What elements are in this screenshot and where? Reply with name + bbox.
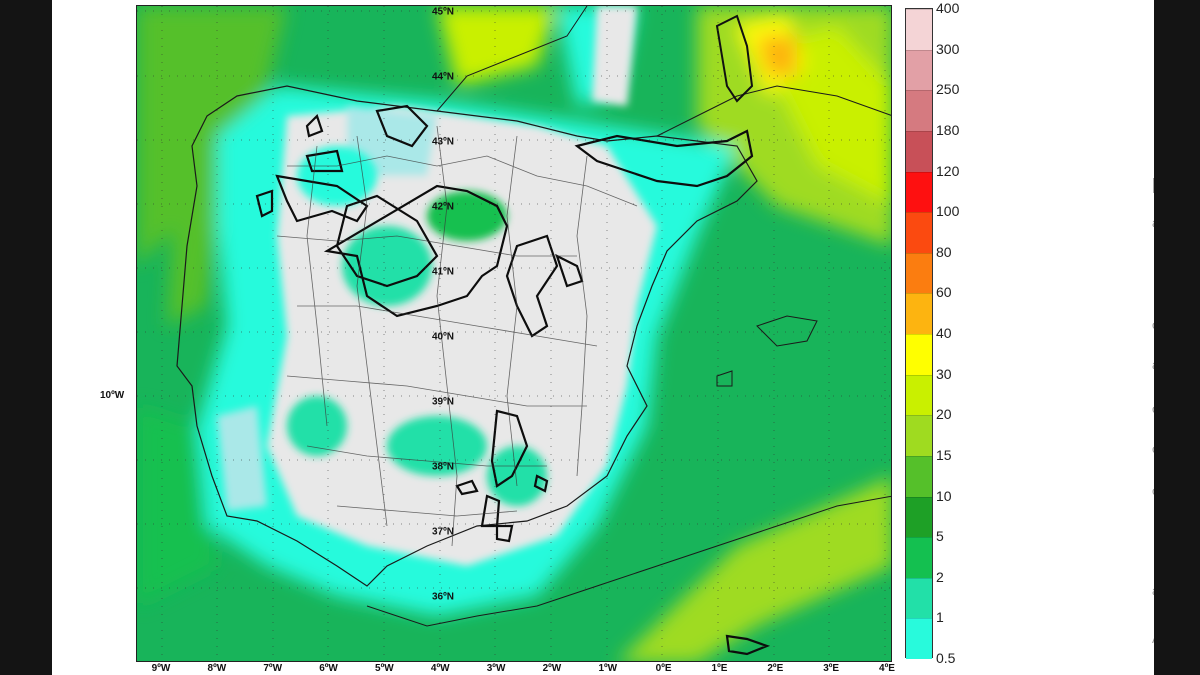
lon-label: 2ºE: [767, 663, 784, 674]
colorbar-swatch: [906, 252, 932, 294]
precipitation-map: [136, 5, 892, 662]
colorbar-swatch: [906, 618, 932, 659]
lat-label: 39ºN: [432, 396, 454, 408]
colorbar-tick-label: 1: [936, 609, 944, 626]
colorbar-tick-label: 2: [936, 568, 944, 585]
colorbar-swatch: [906, 212, 932, 253]
lon-label: 4ºE: [879, 663, 895, 674]
colorbar-tick-label: 100: [936, 203, 960, 220]
lon-label: 9ºW: [151, 663, 171, 674]
background-text-fragment: aña: [1152, 216, 1154, 230]
background-text-fragment: pasa: [1152, 172, 1154, 195]
map-canvas: [137, 6, 891, 661]
colorbar-swatch: [906, 577, 932, 619]
colorbar-tick-label: 120: [936, 162, 960, 179]
lat-label: 41ºN: [432, 266, 454, 278]
background-text-fragment: Ac: [1152, 632, 1154, 646]
lon-label: 4ºW: [430, 663, 450, 674]
colorbar-swatch: [906, 130, 932, 172]
background-text-fragment: aña: [1152, 358, 1154, 372]
colorbar-tick-label: 20: [936, 406, 952, 423]
colorbar-swatch: [906, 334, 932, 375]
colorbar-tick-label: 30: [936, 365, 952, 382]
lat-label: 44ºN: [432, 71, 454, 83]
graticule: [137, 6, 891, 661]
africa-coast: [366, 495, 891, 627]
colorbar-tick-label: 250: [936, 81, 960, 98]
colorbar-swatch: [906, 415, 932, 456]
colorbar-swatch: [906, 455, 932, 497]
colorbar-swatch: [906, 9, 932, 50]
colorbar-tick-label: 80: [936, 243, 952, 260]
colorbar-swatch: [906, 171, 932, 213]
france-coast: [436, 6, 891, 137]
lon-label: 2ºW: [542, 663, 562, 674]
background-text-fragment: ones: [1152, 318, 1154, 332]
lat-label: 37ºN: [432, 526, 454, 538]
lon-label: 5ºW: [375, 663, 394, 674]
lat-label: 42ºN: [432, 201, 454, 213]
colorbar-tick-label: 0.5: [936, 650, 956, 666]
colorbar-swatch: [906, 90, 932, 131]
coastline: [176, 85, 758, 587]
colorbar: [905, 8, 933, 659]
image-viewer: 45ºN 44ºN 43ºN 42ºN 41ºN 40ºN 39ºN 38ºN 37ºN 36ºN…: [52, 0, 1154, 675]
colorbar-swatch: [906, 293, 932, 334]
colorbar-tick-label: 180: [936, 121, 960, 138]
side-longitude-label: 10ºW: [100, 390, 125, 401]
colorbar-swatch: [906, 496, 932, 538]
colorbar-swatch: [906, 537, 932, 578]
colorbar-swatch: [906, 374, 932, 416]
colorbar-tick-label: 15: [936, 446, 952, 463]
background-text-fragment: cia: [1152, 442, 1154, 456]
lat-label: 40ºN: [432, 331, 454, 343]
colorbar-tick-label: 300: [936, 40, 960, 57]
lat-label: 36ºN: [432, 591, 454, 603]
lon-label: 7ºW: [263, 663, 283, 674]
background-text-fragment: ac: [1152, 584, 1154, 598]
threshold-contour-north: [255, 104, 771, 656]
lon-label: 0ºE: [655, 663, 672, 674]
lat-label: 38ºN: [432, 461, 454, 473]
colorbar-tick-label: 60: [936, 284, 952, 301]
background-text-fragment: ones: [1152, 402, 1154, 416]
lon-label: 8ºW: [207, 663, 227, 674]
dry-land: [217, 6, 657, 566]
lon-label: 1ºE: [711, 663, 728, 674]
background-text-fragment: ones: [1152, 484, 1154, 498]
colorbar-tick-label: 40: [936, 325, 952, 341]
colorbar-tick-label: 10: [936, 487, 952, 504]
lon-label: 3ºE: [823, 663, 840, 674]
lon-label: 1ºW: [598, 663, 618, 674]
colorbar-tick-label: 5: [936, 528, 944, 545]
province-borders: [276, 125, 638, 547]
lon-label: 3ºW: [486, 663, 506, 674]
lon-label: 6ºW: [319, 663, 338, 674]
corsica-contour: [715, 14, 754, 103]
colorbar-swatch: [906, 49, 932, 91]
background-page-fragment: T ©T_EsppasaañaonesañaonesciaonesacAc: [1150, 0, 1154, 675]
lat-label: 45ºN: [432, 6, 454, 17]
lat-label: 43ºN: [432, 136, 454, 148]
colorbar-tick-label: 400: [936, 0, 960, 16]
